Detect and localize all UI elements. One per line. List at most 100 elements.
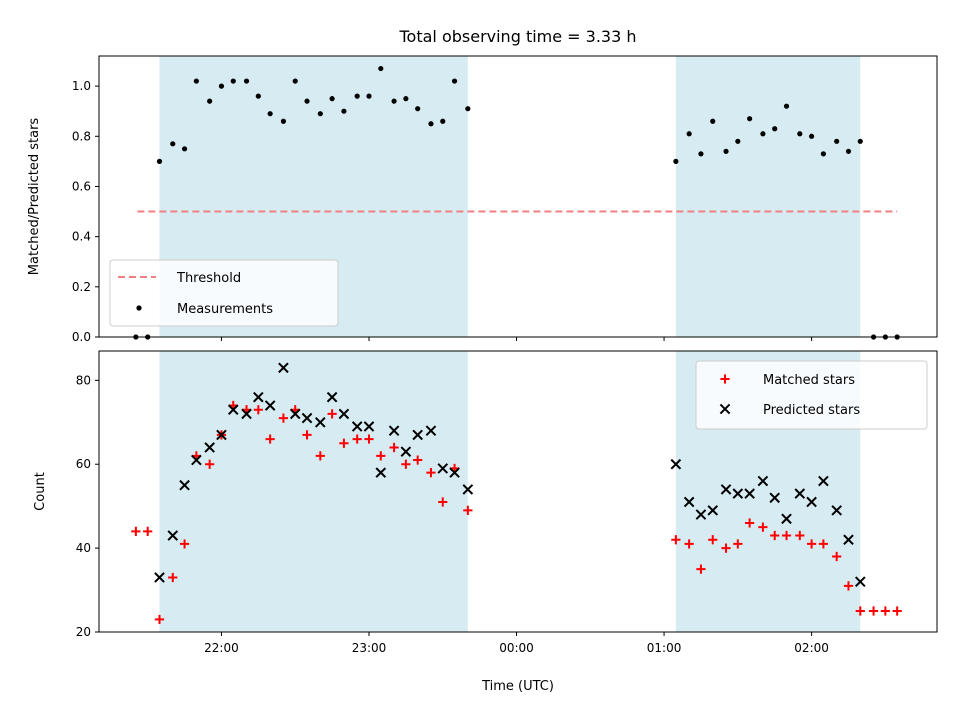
x-tick-label: 23:00 bbox=[352, 641, 387, 655]
data-point bbox=[400, 446, 412, 457]
data-point bbox=[843, 581, 854, 591]
data-point bbox=[265, 434, 275, 444]
data-point bbox=[131, 526, 141, 536]
data-point bbox=[317, 111, 323, 117]
data-point bbox=[462, 484, 474, 495]
data-point bbox=[264, 400, 276, 411]
data-point bbox=[327, 409, 337, 419]
count-panel: 20 40 60 80 22:00 23:00 00:00 01:00 02:00 Matched… bbox=[76, 350, 938, 655]
x-tick-label: 02:00 bbox=[794, 641, 829, 655]
data-point bbox=[304, 98, 310, 104]
data-point bbox=[168, 572, 178, 583]
data-point bbox=[783, 103, 790, 109]
data-point bbox=[696, 564, 706, 574]
data-point bbox=[843, 534, 854, 546]
data-point bbox=[280, 118, 287, 124]
legend-box bbox=[109, 259, 339, 327]
data-point bbox=[413, 455, 423, 465]
data-point bbox=[415, 106, 421, 112]
data-point bbox=[757, 475, 769, 487]
data-point bbox=[354, 93, 360, 99]
data-point bbox=[401, 459, 411, 469]
data-point bbox=[671, 535, 681, 545]
data-point bbox=[230, 78, 236, 84]
ratio-y-axis-label: Matched/Predicted stars bbox=[27, 118, 42, 276]
data-point bbox=[278, 413, 289, 423]
data-point bbox=[255, 93, 261, 99]
data-point bbox=[747, 116, 753, 122]
data-point bbox=[673, 158, 679, 164]
data-point bbox=[302, 430, 312, 440]
y-tick-label: 60 bbox=[76, 457, 91, 471]
y-tick-label: 80 bbox=[76, 373, 91, 387]
y-tick-label: 0.4 bbox=[72, 230, 91, 244]
data-point bbox=[364, 434, 374, 444]
data-point bbox=[143, 526, 153, 536]
data-point bbox=[721, 543, 731, 553]
x-tick-label: 22:00 bbox=[204, 641, 239, 655]
ratio-panel: 0.0 0.2 0.4 0.6 0.8 1.0 Threshold Measurements bbox=[72, 55, 938, 344]
y-tick-label: 0.6 bbox=[72, 179, 91, 193]
data-point bbox=[735, 138, 741, 144]
data-point bbox=[806, 539, 817, 549]
data-point bbox=[412, 429, 423, 441]
plot-frame bbox=[98, 350, 938, 633]
data-point bbox=[733, 539, 743, 549]
data-point bbox=[465, 106, 471, 112]
data-point bbox=[156, 158, 163, 164]
data-point bbox=[868, 606, 879, 616]
data-point bbox=[314, 416, 326, 428]
legend-predicted-swatch bbox=[719, 403, 731, 415]
data-point bbox=[820, 151, 826, 157]
data-point bbox=[686, 131, 692, 137]
data-point bbox=[341, 108, 347, 114]
data-point bbox=[167, 530, 179, 541]
data-point bbox=[854, 576, 866, 587]
x-tick-label: 01:00 bbox=[647, 641, 682, 655]
data-point bbox=[831, 505, 842, 516]
data-point bbox=[366, 93, 372, 99]
data-point bbox=[832, 551, 842, 562]
data-point bbox=[808, 133, 815, 139]
y-tick-label: 0.8 bbox=[72, 129, 91, 143]
observing-window-band bbox=[159, 351, 468, 632]
data-point bbox=[181, 146, 188, 152]
data-point bbox=[326, 391, 338, 403]
data-point bbox=[425, 425, 437, 436]
data-point bbox=[154, 614, 165, 625]
data-point bbox=[698, 151, 704, 157]
legend-threshold-label: Threshold bbox=[176, 271, 241, 286]
data-point bbox=[451, 78, 458, 84]
observing-window-band bbox=[675, 56, 861, 337]
data-point bbox=[253, 405, 263, 415]
data-point bbox=[818, 475, 829, 487]
data-point bbox=[179, 479, 190, 491]
data-point bbox=[403, 96, 409, 102]
data-point bbox=[253, 391, 264, 403]
data-point bbox=[315, 451, 325, 461]
data-point bbox=[179, 539, 190, 549]
data-point bbox=[781, 530, 792, 541]
legend-measurements-label: Measurements bbox=[177, 302, 273, 317]
data-point bbox=[857, 138, 863, 144]
data-point bbox=[289, 408, 301, 420]
data-point bbox=[855, 606, 865, 616]
data-point bbox=[243, 78, 250, 84]
plot-frame bbox=[98, 55, 938, 338]
data-point bbox=[375, 467, 387, 478]
data-point bbox=[193, 78, 199, 84]
data-point bbox=[191, 454, 202, 466]
data-point bbox=[845, 148, 852, 154]
data-point bbox=[205, 459, 215, 469]
legend-predicted-label: Predicted stars bbox=[763, 403, 860, 418]
data-point bbox=[797, 131, 803, 137]
data-point bbox=[834, 138, 840, 144]
data-point bbox=[880, 606, 890, 616]
data-point bbox=[438, 497, 448, 507]
data-point bbox=[278, 362, 289, 374]
data-point bbox=[267, 111, 273, 117]
data-point bbox=[378, 65, 384, 72]
data-point bbox=[204, 442, 215, 453]
data-point bbox=[892, 606, 902, 616]
data-point bbox=[207, 98, 213, 104]
